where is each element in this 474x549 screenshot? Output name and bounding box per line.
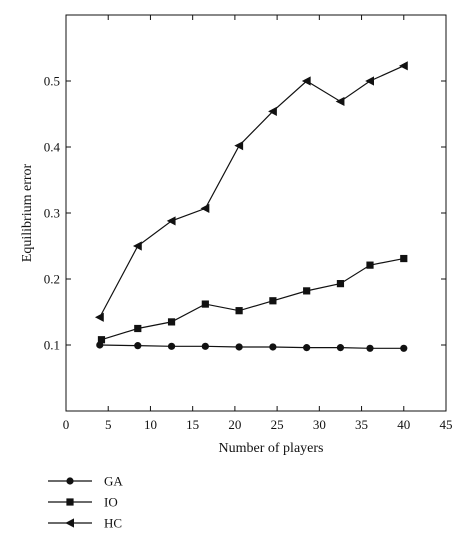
data-point-hc (166, 216, 176, 226)
data-point-hc (301, 76, 311, 86)
data-point-ga (167, 342, 176, 350)
legend-label-io: IO (104, 495, 118, 510)
data-point-ga (134, 342, 142, 350)
y-axis-title: Equilibrium error (20, 163, 35, 262)
data-point-io (269, 297, 277, 305)
data-point-io (97, 336, 106, 344)
series-ga (96, 341, 408, 352)
legend-item-io: IO (48, 495, 118, 510)
y-axis-ticks: 0.1 0.2 0.3 0.4 0.5 (44, 74, 446, 353)
x-axis-title: Number of players (219, 441, 324, 456)
legend-marker-io (66, 498, 74, 506)
legend-label-ga: GA (104, 474, 123, 489)
data-point-hc (335, 96, 345, 107)
data-point-hc (365, 76, 374, 86)
x-tick-label: 0 (63, 417, 70, 432)
legend-label-hc: HC (104, 516, 122, 531)
x-axis-ticks: 0 5 10 15 20 25 30 35 40 45 (63, 15, 453, 432)
data-point-ga (303, 344, 311, 352)
x-tick-label: 45 (440, 417, 453, 432)
series-layer (94, 61, 408, 352)
legend: GA IO HC (48, 474, 123, 531)
y-tick-label: 0.5 (44, 74, 60, 89)
plot-frame (65, 14, 447, 412)
data-point-io (303, 287, 311, 295)
data-point-hc (94, 312, 104, 322)
x-tick-label: 10 (144, 417, 157, 432)
y-tick-label: 0.3 (44, 206, 60, 221)
data-point-hc (234, 141, 244, 151)
data-point-ga (235, 343, 243, 351)
data-point-hc (200, 203, 210, 213)
y-tick-label: 0.2 (44, 272, 60, 287)
data-point-ga (201, 342, 209, 350)
data-point-hc (268, 106, 277, 116)
y-tick-label: 0.1 (44, 338, 60, 353)
series-line-io (101, 257, 404, 341)
y-tick-label: 0.4 (44, 140, 61, 155)
data-point-ga (269, 343, 277, 351)
data-point-io (167, 318, 176, 326)
data-point-ga (336, 344, 345, 352)
legend-item-hc: HC (48, 516, 122, 531)
series-io (97, 254, 408, 344)
data-point-io (400, 254, 408, 263)
data-point-io (235, 307, 243, 315)
data-point-io (201, 300, 209, 308)
legend-marker-ga (66, 477, 74, 485)
data-point-ga (366, 344, 374, 352)
series-line-hc (99, 65, 405, 318)
legend-marker-hc (65, 518, 74, 528)
series-hc (94, 61, 408, 322)
x-tick-label: 15 (186, 417, 199, 432)
legend-item-ga: GA (48, 474, 123, 489)
data-point-hc (132, 241, 142, 251)
data-point-io (366, 261, 374, 269)
x-tick-label: 20 (228, 417, 241, 432)
series-line-ga (99, 344, 404, 349)
data-point-hc (398, 61, 408, 71)
data-point-io (336, 280, 345, 288)
x-tick-label: 25 (271, 417, 284, 432)
x-tick-label: 5 (105, 417, 112, 432)
data-point-ga (400, 344, 408, 352)
x-tick-label: 30 (313, 417, 326, 432)
x-tick-label: 35 (355, 417, 368, 432)
data-point-io (134, 324, 142, 333)
x-tick-label: 40 (397, 417, 410, 432)
